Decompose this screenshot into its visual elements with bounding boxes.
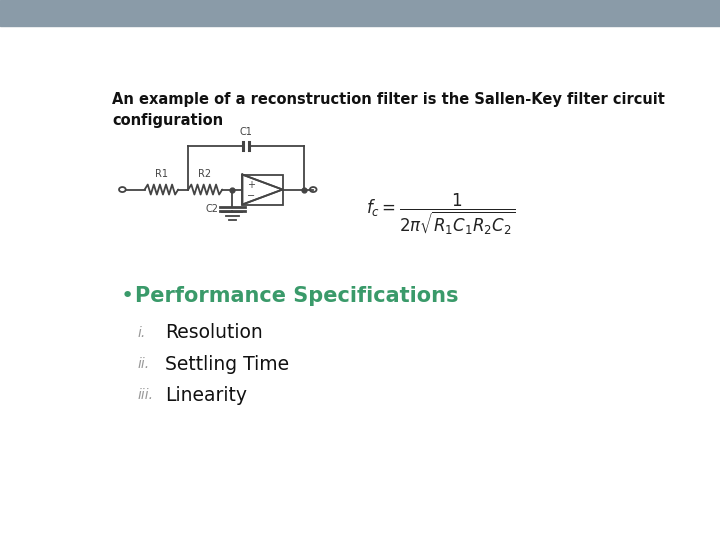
Text: ii.: ii. [138,357,150,371]
Text: $f_c = \dfrac{1}{2\pi\sqrt{R_1 C_1 R_2 C_2}}$: $f_c = \dfrac{1}{2\pi\sqrt{R_1 C_1 R_2 C… [366,192,516,237]
Text: iii.: iii. [138,388,153,402]
Text: Settling Time: Settling Time [166,355,289,374]
Bar [243,174,282,205]
Text: Performance Specifications: Performance Specifications [135,286,458,306]
Text: −: − [247,191,255,201]
Text: •: • [121,286,134,306]
Text: C2: C2 [205,204,218,214]
Text: +: + [247,180,255,190]
Text: R1: R1 [155,169,168,179]
Text: Linearity: Linearity [166,386,248,405]
Text: Resolution: Resolution [166,323,263,342]
Text: An example of a reconstruction filter is the Sallen-Key filter circuit
configura: An example of a reconstruction filter is… [112,92,665,128]
Text: C1: C1 [240,127,253,137]
Text: R2: R2 [199,169,212,179]
Text: i.: i. [138,326,145,340]
